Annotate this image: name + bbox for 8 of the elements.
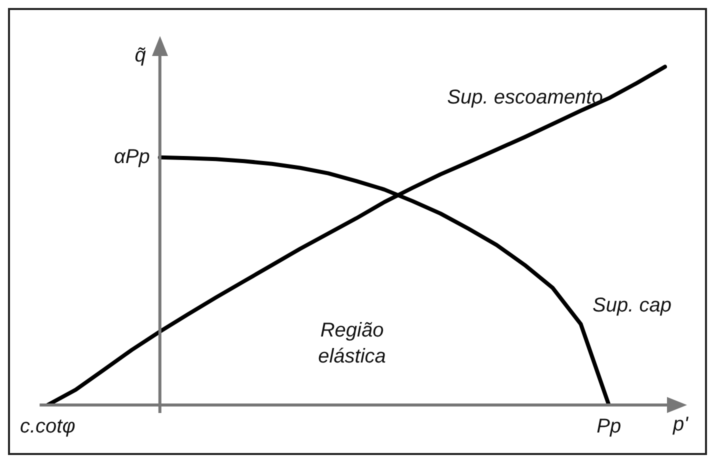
annotation: αPp [114,146,150,168]
x-tick-label: Pp [596,416,622,438]
annotation: Sup. escoamento [447,86,603,109]
y-axis-title: q̃ [134,44,146,67]
annotation: Sup. cap [592,294,672,317]
x-axis-title: p' [672,414,690,436]
x-tick-label: c.cotφ [20,416,76,438]
annotation: Região elástica [318,320,386,368]
